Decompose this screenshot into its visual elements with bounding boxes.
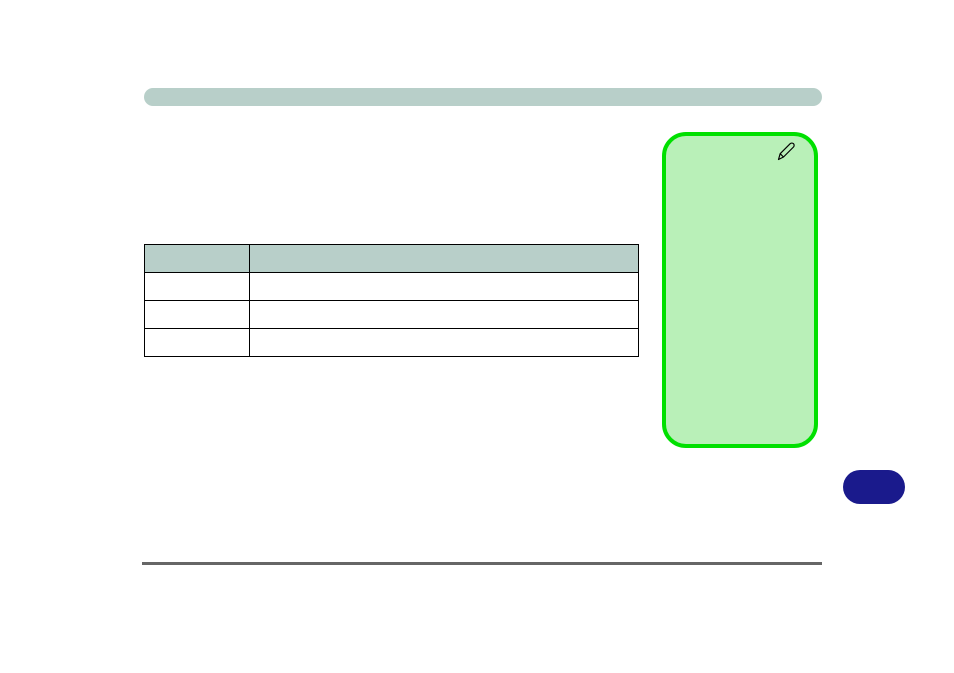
table-cell	[249, 273, 638, 301]
table-cell	[145, 301, 250, 329]
table-row	[145, 273, 639, 301]
note-callout	[662, 132, 818, 448]
table-cell	[249, 329, 638, 357]
header-bar	[144, 88, 822, 106]
pen-icon	[776, 142, 796, 162]
table-row	[145, 301, 639, 329]
table-header-cell	[249, 245, 638, 273]
table-header-cell	[145, 245, 250, 273]
table-row	[145, 329, 639, 357]
table-header-row	[145, 245, 639, 273]
action-button[interactable]	[843, 470, 905, 504]
data-table	[144, 244, 639, 357]
footer-rule	[142, 562, 822, 565]
table-cell	[145, 329, 250, 357]
table-cell	[145, 273, 250, 301]
table-cell	[249, 301, 638, 329]
